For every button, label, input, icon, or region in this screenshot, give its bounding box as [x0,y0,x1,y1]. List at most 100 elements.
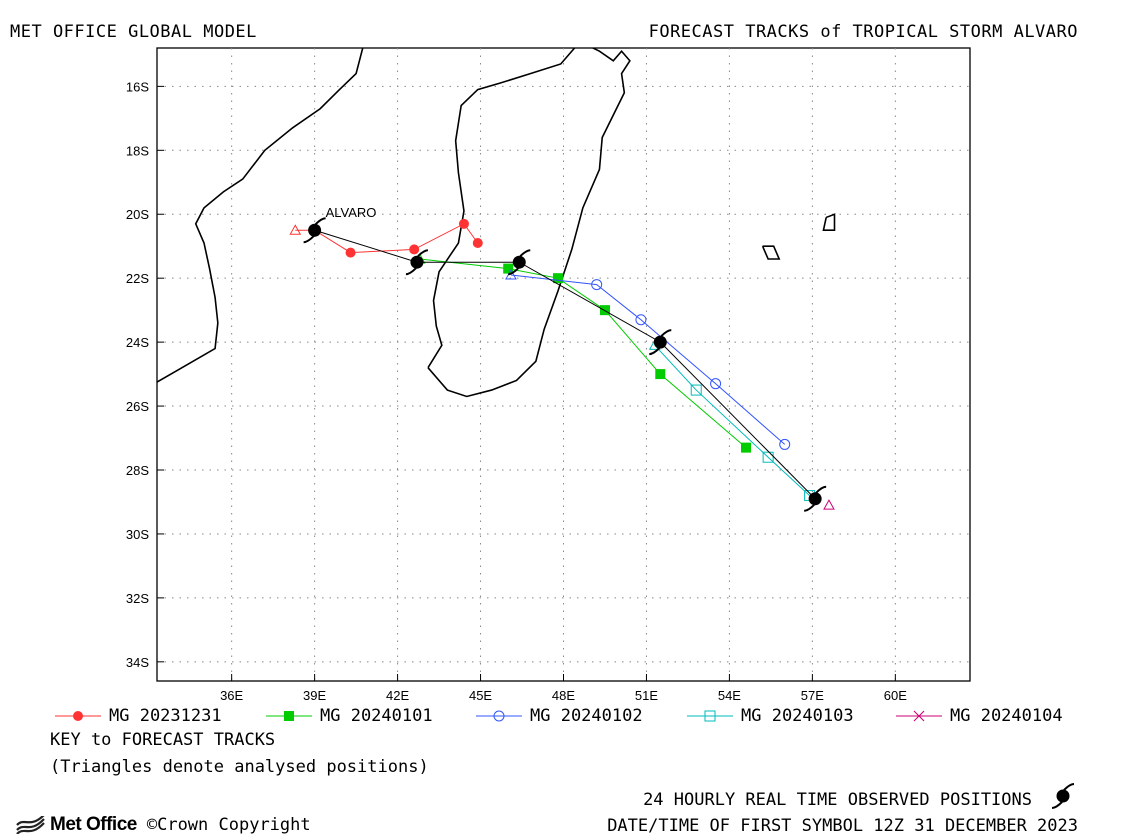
observed-storm-symbol [649,329,672,356]
grid-lines [157,48,970,681]
forecast-point-marker [503,263,514,274]
lat-tick-label: 22S [126,271,149,286]
forecast-track-line [510,274,786,445]
storm-symbol-arm [405,267,417,276]
storm-symbol-arm [804,504,815,512]
forecast-track [823,499,835,510]
forecast-point-marker [741,442,752,453]
forecast-track-line [419,258,747,449]
copyright-notice: ©Crown Copyright [146,815,311,835]
forecast-point-marker [493,710,505,722]
forecast-point-marker [704,710,716,722]
legend-label: MG 20240103 [741,706,854,726]
analysed-position-triangle [289,224,302,235]
lon-tick-label: 51E [635,688,658,700]
legend-item: MG 20231231 [55,706,222,726]
key-note: (Triangles denote analysed positions) [50,757,429,777]
storm-symbol-arm [660,329,672,337]
legend-item: MG 20240102 [476,706,643,726]
storm-symbol-core [410,255,424,269]
forecast-point-marker [345,247,356,258]
legend-label: MG 20231231 [109,706,222,726]
legend-item: MG 20240104 [896,706,1063,726]
storm-symbol-core [653,335,667,349]
legend-swatch [896,710,942,722]
legend-item: MG 20240103 [687,706,854,726]
lat-tick-label: 20S [126,207,149,222]
legend-swatch [55,711,101,721]
storm-symbol-core [512,255,526,269]
legend-swatch [266,711,312,721]
lon-tick-label: 57E [801,688,824,700]
forecast-point-marker [762,451,774,463]
observed-storm-symbol [804,485,827,512]
axis-ticks: 36E 39E 42E 45E 48E 51E 54E 57E 60E 16S 18S 20S 22S 2… [126,79,907,700]
forecast-point-marker [710,378,722,390]
legend-label: MG 20240102 [530,706,643,726]
forecast-track-line [654,344,810,496]
observed-storm-symbol [405,249,429,276]
lon-tick-label: 45E [469,688,492,700]
storm-symbol-arm [815,485,827,494]
lat-tick-label: 28S [126,463,149,478]
legend-label: MG 20240101 [320,706,433,726]
lon-tick-label: 36E [220,688,243,700]
forecast-point-marker [913,710,925,722]
lon-tick-label: 48E [552,688,575,700]
lon-tick-label: 42E [386,688,409,700]
forecast-point-marker [599,305,610,316]
forecast-point-marker [635,314,647,326]
legend-swatch [476,710,522,722]
forecast-point-marker [552,273,563,284]
forecast-point-marker [591,279,603,291]
lat-tick-label: 18S [126,143,149,158]
legend-item: MG 20240101 [266,706,433,726]
met-office-brand: Met Office ©Crown Copyright [16,814,311,836]
forecast-point-marker [779,438,791,450]
storm-symbol-arm [417,249,429,257]
lon-tick-label: 60E [884,688,907,700]
forecast-point-marker [409,244,420,255]
forecast-point-marker [472,238,483,249]
observed-storm-symbol [508,249,531,276]
legend-label: MG 20240104 [950,706,1063,726]
forecast-point-marker [458,218,469,229]
storm-symbol-arm [303,235,315,244]
met-office-logo-icon [16,816,45,834]
reunion-coastline [761,245,781,260]
key-title: KEY to FORECAST TRACKS [50,730,276,750]
legend: MG 20231231 MG 20240101 MG 20240102 MG 2024… [0,706,1130,732]
observed-storm-symbol [303,217,326,244]
lon-tick-label: 54E [718,688,741,700]
storm-symbol-arm [519,249,531,257]
lat-tick-label: 32S [126,591,149,606]
forecast-point-marker [655,369,666,380]
storm-symbol-arm [649,347,660,356]
lon-tick-label: 39E [303,688,326,700]
lat-tick-label: 26S [126,399,149,414]
met-office-logo-text: Met Office [50,814,137,835]
lat-tick-label: 24S [126,335,149,350]
legend-swatch [687,710,733,722]
mauritius-coastline [822,213,836,232]
forecast-point-marker [73,711,83,721]
first-symbol-datetime: DATE/TIME OF FIRST SYMBOL 12Z 31 DECEMBE… [607,816,1078,836]
tropical-storm-icon [1051,783,1075,809]
storm-symbol-arm [508,267,519,276]
observed-positions-label: 24 HOURLY REAL TIME OBSERVED POSITIONS [643,790,1032,810]
storm-symbol-core [308,223,322,237]
lat-tick-label: 30S [126,527,149,542]
analysed-position-triangle [823,499,835,510]
forecast-point-marker [690,384,702,396]
storm-symbol-core [808,492,822,506]
storm-name-label: ALVARO [326,205,377,220]
storm-symbol-arm [314,217,326,225]
forecast-point-marker [284,711,294,721]
chart-title: FORECAST TRACKS of TROPICAL STORM ALVARO [648,22,1078,42]
model-title: MET OFFICE GLOBAL MODEL [10,22,257,42]
forecast-track [505,268,791,450]
forecast-track-map: 36E 39E 42E 45E 48E 51E 54E 57E 60E 16S 18S 20S 22S 2… [126,47,971,700]
observed-positions [303,217,827,512]
lat-tick-label: 34S [126,655,149,670]
lat-tick-label: 16S [126,79,149,94]
